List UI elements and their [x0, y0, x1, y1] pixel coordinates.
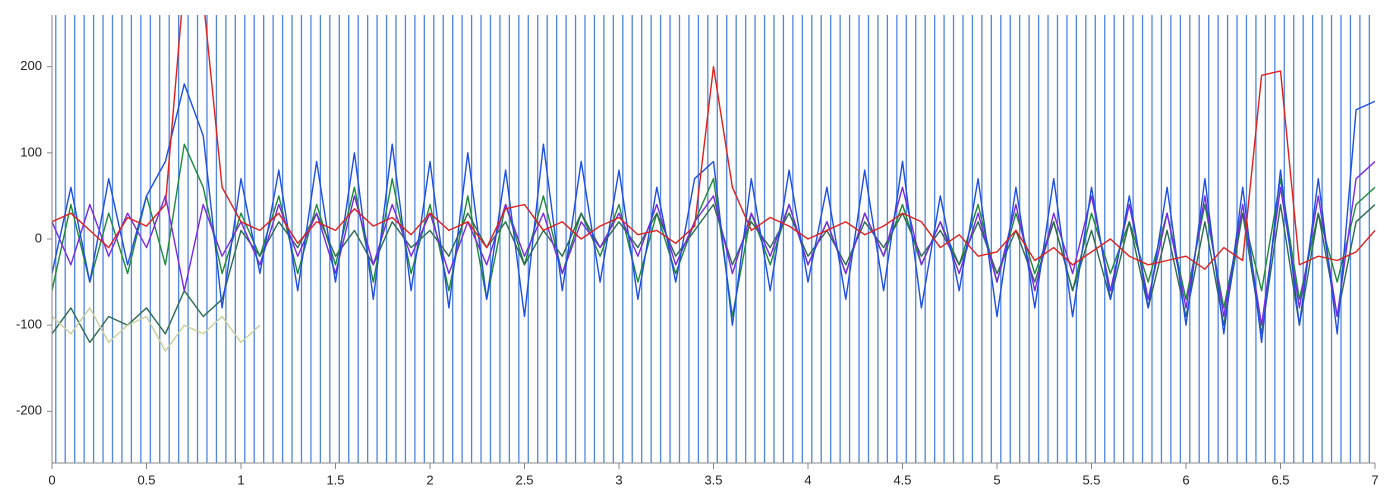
x-tick-label: 5 — [993, 472, 1000, 487]
x-tick-label: 5.5 — [1082, 472, 1100, 487]
series-line — [52, 160, 1375, 326]
x-tick-label: 0 — [48, 472, 55, 487]
series-line — [52, 307, 261, 352]
y-tick-label: 100 — [20, 144, 42, 159]
x-tick-label: 0.5 — [137, 472, 155, 487]
series-line — [52, 143, 1375, 318]
series-line — [52, 203, 1375, 344]
x-tick-label: 1 — [237, 472, 244, 487]
x-tick-label: 6 — [1182, 472, 1189, 487]
x-tick-label: 1.5 — [326, 472, 344, 487]
y-tick-label: -200 — [16, 403, 42, 418]
plot-area — [52, 15, 1375, 463]
x-tick-label: 7 — [1371, 472, 1378, 487]
x-tick-label: 3 — [615, 472, 622, 487]
y-tick-label: 0 — [35, 230, 42, 245]
series-line — [52, 83, 1375, 344]
x-tick-label: 2.5 — [515, 472, 533, 487]
y-tick-label: -100 — [16, 317, 42, 332]
x-tick-label: 4.5 — [893, 472, 911, 487]
x-tick-label: 3.5 — [704, 472, 722, 487]
x-tick-label: 4 — [804, 472, 811, 487]
x-tick-label: 2 — [426, 472, 433, 487]
y-tick-label: 200 — [20, 58, 42, 73]
series-line — [52, 15, 1375, 270]
x-tick-label: 6.5 — [1271, 472, 1289, 487]
